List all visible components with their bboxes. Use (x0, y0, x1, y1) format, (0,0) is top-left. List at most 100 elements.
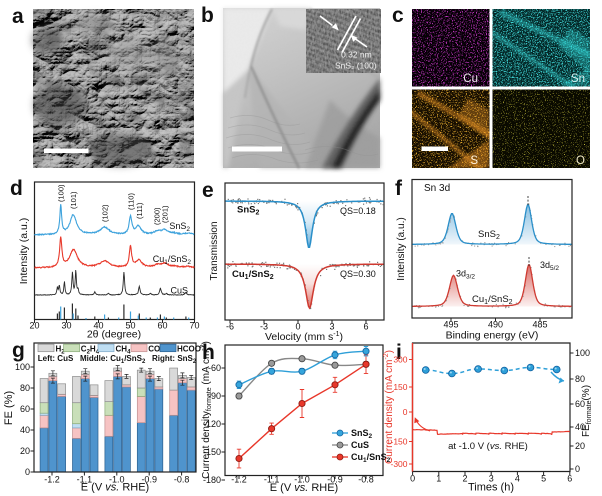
svg-text:60: 60 (575, 399, 585, 409)
svg-text:0: 0 (575, 464, 580, 474)
svg-text:Current densityformate (mA cm-: Current densityformate (mA cm-2) (200, 341, 213, 479)
svg-text:Intensity (a.u.): Intensity (a.u.) (396, 217, 407, 280)
svg-text:(100): (100) (57, 184, 66, 202)
svg-text:-1.0: -1.0 (294, 475, 310, 485)
svg-text:(101): (101) (69, 191, 78, 209)
svg-text:5: 5 (541, 474, 546, 484)
svg-text:(102): (102) (100, 204, 109, 222)
svg-text:Sn 3d: Sn 3d (424, 183, 450, 194)
svg-text:Cu1/SnS2: Cu1/SnS2 (153, 254, 192, 266)
svg-text:(201): (201) (160, 205, 169, 223)
svg-text:-90: -90 (208, 391, 221, 401)
svg-text:80: 80 (575, 374, 585, 384)
svg-text:-180: -180 (203, 475, 221, 485)
svg-text:E (V vs. RHE): E (V vs. RHE) (81, 482, 149, 494)
svg-text:4: 4 (515, 474, 520, 484)
svg-text:-1.2: -1.2 (231, 475, 247, 485)
svg-text:100: 100 (575, 348, 590, 358)
svg-text:80: 80 (20, 383, 30, 393)
svg-text:Current density (mA cm-2): Current density (mA cm-2) (383, 350, 395, 464)
svg-text:-150: -150 (203, 447, 221, 457)
svg-text:100: 100 (15, 362, 30, 372)
svg-text:6: 6 (363, 322, 368, 332)
svg-text:485: 485 (532, 320, 547, 330)
svg-text:SnS2: SnS2 (237, 205, 259, 217)
svg-text:(200): (200) (152, 207, 161, 225)
svg-text:1: 1 (436, 474, 441, 484)
svg-text:6: 6 (567, 474, 572, 484)
svg-text:at -1.0 V (vs. RHE): at -1.0 V (vs. RHE) (448, 441, 528, 452)
svg-text:3d5/2: 3d5/2 (540, 260, 559, 272)
svg-text:HCOO−: HCOO− (177, 344, 205, 353)
svg-text:Cu1/SnS2: Cu1/SnS2 (472, 294, 513, 306)
svg-text:O: O (576, 155, 585, 167)
svg-text:3: 3 (489, 474, 494, 484)
svg-text:2: 2 (462, 474, 467, 484)
svg-text:495: 495 (443, 320, 458, 330)
svg-text:CO: CO (148, 344, 160, 353)
svg-text:FEformate(%): FEformate(%) (581, 385, 593, 437)
svg-text:150: 150 (393, 382, 407, 392)
svg-text:-1.2: -1.2 (44, 475, 60, 485)
svg-text:-60: -60 (208, 363, 221, 373)
svg-text:-120: -120 (203, 419, 221, 429)
svg-text:Sn: Sn (571, 73, 585, 85)
svg-text:-0.9: -0.9 (141, 475, 157, 485)
svg-text:FE (%): FE (%) (3, 391, 15, 425)
svg-text:-6: -6 (226, 322, 234, 332)
svg-text:(110): (110) (126, 193, 135, 210)
svg-text:-300: -300 (390, 459, 407, 469)
svg-text:20: 20 (20, 446, 30, 456)
svg-text:Left: CuS Middle: Cu1/SnS2: Left: CuS Middle: Cu1/SnS2 Right: SnS2 (38, 354, 197, 365)
svg-text:-0.8: -0.8 (358, 475, 374, 485)
svg-text:C2H4: C2H4 (81, 344, 100, 355)
svg-text:H2: H2 (56, 344, 66, 355)
svg-text:300: 300 (393, 355, 407, 365)
svg-text:40: 40 (575, 422, 585, 432)
svg-text:70: 70 (189, 321, 199, 331)
svg-text:CuS: CuS (351, 440, 369, 450)
svg-text:40: 40 (93, 321, 103, 331)
svg-text:SnS2: SnS2 (351, 428, 373, 440)
svg-text:-3: -3 (260, 322, 268, 332)
svg-text:Cu1/SnS2: Cu1/SnS2 (351, 452, 391, 464)
svg-text:(111): (111) (135, 202, 144, 219)
svg-text:CH4: CH4 (116, 344, 132, 355)
svg-text:-150: -150 (390, 437, 407, 447)
svg-text:0: 0 (403, 407, 408, 417)
svg-text:-1.1: -1.1 (264, 475, 280, 485)
svg-text:Cu: Cu (463, 73, 478, 85)
svg-text:3d3/2: 3d3/2 (456, 269, 475, 281)
svg-text:Transmission: Transmission (209, 221, 220, 280)
svg-text:QS=0.30: QS=0.30 (340, 269, 376, 279)
svg-text:SnS2: SnS2 (478, 229, 500, 241)
svg-text:-0.8: -0.8 (174, 475, 190, 485)
svg-text:Intensity (a.u.): Intensity (a.u.) (18, 218, 30, 285)
svg-text:Binding energy (eV): Binding energy (eV) (446, 330, 539, 342)
svg-text:20: 20 (575, 441, 585, 451)
svg-text:40: 40 (20, 425, 30, 435)
svg-text:SnS2: SnS2 (169, 221, 190, 233)
svg-text:-0.9: -0.9 (327, 475, 343, 485)
svg-text:50: 50 (125, 321, 135, 331)
svg-text:E (V vs. RHE): E (V vs. RHE) (270, 482, 338, 494)
svg-text:-1.0: -1.0 (109, 475, 125, 485)
svg-text:SnS₂ (100): SnS₂ (100) (335, 61, 377, 71)
svg-text:490: 490 (488, 320, 503, 330)
svg-text:QS=0.18: QS=0.18 (340, 206, 376, 216)
svg-text:Times (h): Times (h) (468, 482, 514, 494)
svg-text:0: 0 (295, 322, 300, 332)
svg-text:Cu1/SnS2: Cu1/SnS2 (232, 269, 274, 281)
svg-text:0.32 nm: 0.32 nm (341, 50, 372, 60)
svg-text:Velocity (mm s-1): Velocity (mm s-1) (265, 331, 343, 343)
svg-text:0: 0 (410, 474, 415, 484)
svg-text:30: 30 (61, 321, 71, 331)
svg-text:0: 0 (25, 467, 30, 477)
svg-text:20: 20 (29, 321, 39, 331)
svg-text:60: 60 (157, 321, 167, 331)
svg-text:CuS: CuS (170, 286, 188, 296)
svg-text:2θ (degree): 2θ (degree) (87, 329, 141, 341)
svg-text:-1.1: -1.1 (77, 475, 93, 485)
svg-text:3: 3 (329, 322, 334, 332)
svg-text:S: S (470, 155, 478, 167)
